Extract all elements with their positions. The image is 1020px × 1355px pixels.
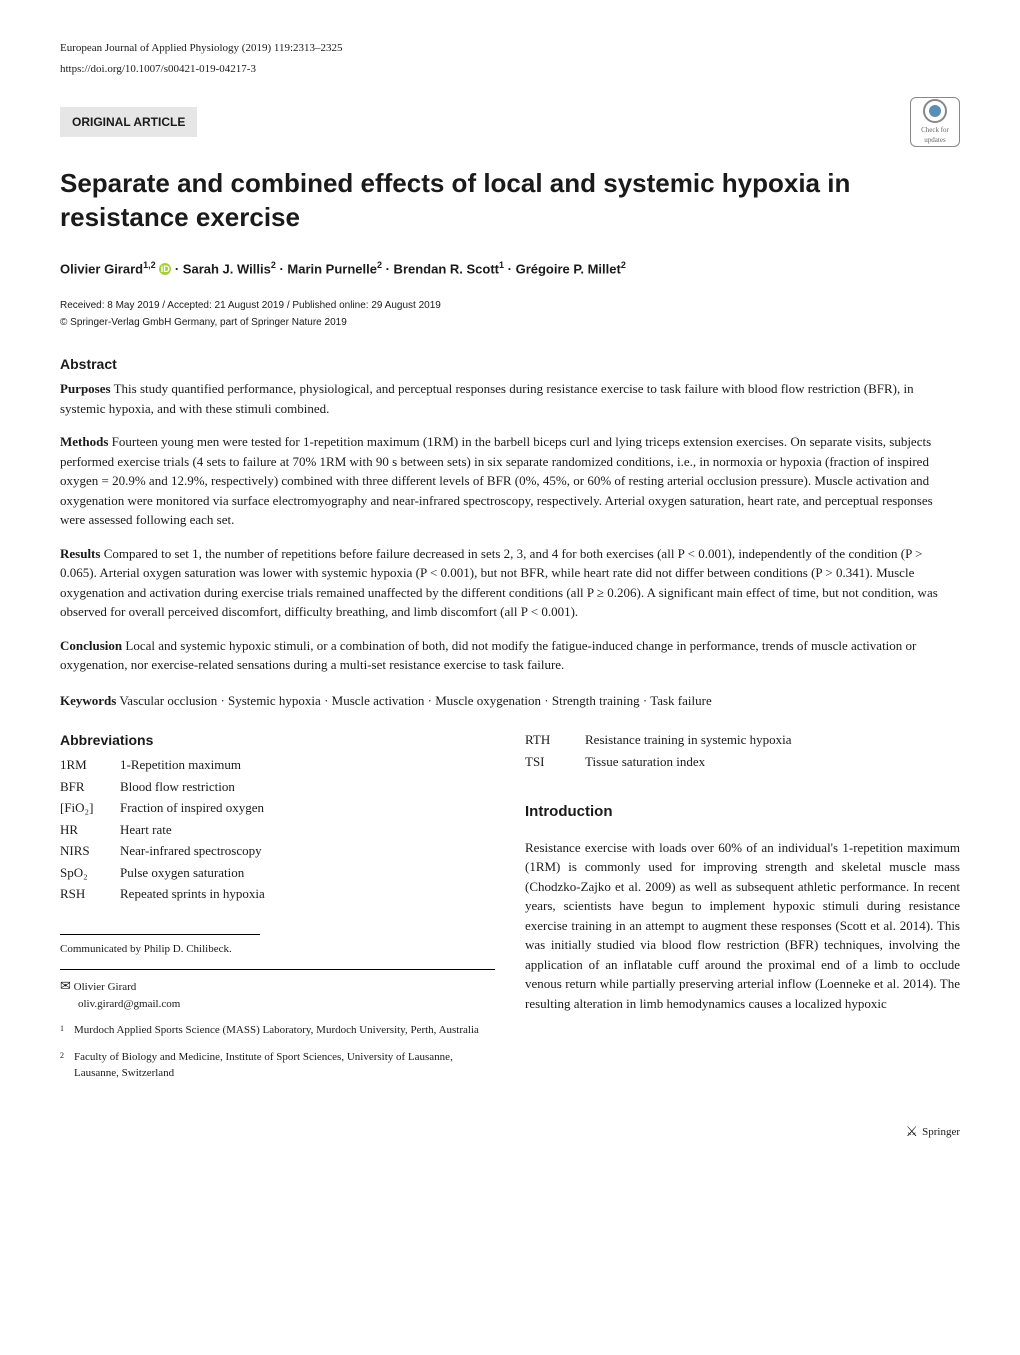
purposes-text: This study quantified performance, physi…: [60, 381, 914, 416]
abbreviation-key: BFR: [60, 777, 120, 797]
abstract-methods: Methods Fourteen young men were tested f…: [60, 432, 960, 530]
correspondence-email: oliv.girard@gmail.com: [78, 996, 495, 1013]
check-updates-icon: [923, 99, 947, 123]
conclusion-text: Local and systemic hypoxic stimuli, or a…: [60, 638, 916, 673]
keywords-label: Keywords: [60, 693, 116, 708]
abbreviation-value: Repeated sprints in hypoxia: [120, 884, 495, 904]
communicated-by: Communicated by Philip D. Chilibeck.: [60, 934, 260, 958]
keywords-text: Vascular occlusion · Systemic hypoxia · …: [116, 693, 711, 708]
results-text: Compared to set 1, the number of repetit…: [60, 546, 938, 620]
envelope-icon: ✉: [60, 978, 71, 993]
affiliation-row: 1Murdoch Applied Sports Science (MASS) L…: [60, 1022, 495, 1039]
abbreviation-key: [FiO₂]: [60, 798, 120, 818]
abbreviation-key: RTH: [525, 730, 585, 750]
article-title: Separate and combined effects of local a…: [60, 167, 960, 235]
right-column: RTHResistance training in systemic hypox…: [525, 730, 960, 1082]
check-updates-badge[interactable]: Check for updates: [910, 97, 960, 147]
affiliation-number: 1: [60, 1022, 74, 1039]
abbreviations-heading: Abbreviations: [60, 730, 495, 751]
introduction-heading: Introduction: [525, 801, 960, 824]
springer-icon: ⚔: [906, 1122, 919, 1143]
header-row: European Journal of Applied Physiology (…: [60, 40, 960, 57]
affiliation-row: 2Faculty of Biology and Medicine, Instit…: [60, 1049, 495, 1082]
abbreviation-row: SpO₂Pulse oxygen saturation: [60, 863, 495, 883]
abbreviation-key: 1RM: [60, 755, 120, 775]
correspondence-block: ✉ Olivier Girard oliv.girard@gmail.com: [60, 969, 495, 1012]
purposes-label: Purposes: [60, 381, 111, 396]
article-dates: Received: 8 May 2019 / Accepted: 21 Augu…: [60, 298, 960, 313]
introduction-text: Resistance exercise with loads over 60% …: [525, 838, 960, 1014]
abbreviation-key: NIRS: [60, 841, 120, 861]
article-type-badge: ORIGINAL ARTICLE: [60, 107, 197, 137]
abbreviation-value: Resistance training in systemic hypoxia: [585, 730, 960, 750]
abbreviation-value: Blood flow restriction: [120, 777, 495, 797]
check-updates-label: Check for updates: [911, 125, 959, 146]
abbreviation-key: RSH: [60, 884, 120, 904]
abbreviation-value: Fraction of inspired oxygen: [120, 798, 495, 818]
abbreviation-key: TSI: [525, 752, 585, 772]
abbreviation-row: TSITissue saturation index: [525, 752, 960, 772]
doi-link: https://doi.org/10.1007/s00421-019-04217…: [60, 61, 960, 78]
abbreviation-row: RSHRepeated sprints in hypoxia: [60, 884, 495, 904]
authors-list: Olivier Girard1,2 iD · Sarah J. Willis2 …: [60, 259, 960, 279]
abbreviation-row: [FiO₂]Fraction of inspired oxygen: [60, 798, 495, 818]
abbreviations-list-right: RTHResistance training in systemic hypox…: [525, 730, 960, 771]
abbreviation-row: NIRSNear-infrared spectroscopy: [60, 841, 495, 861]
journal-citation: European Journal of Applied Physiology (…: [60, 40, 343, 57]
abbreviation-value: 1-Repetition maximum: [120, 755, 495, 775]
abbreviation-value: Tissue saturation index: [585, 752, 960, 772]
abbreviation-row: BFRBlood flow restriction: [60, 777, 495, 797]
abbreviation-row: 1RM1-Repetition maximum: [60, 755, 495, 775]
abstract-conclusion: Conclusion Local and systemic hypoxic st…: [60, 636, 960, 675]
results-label: Results: [60, 546, 100, 561]
methods-label: Methods: [60, 434, 108, 449]
methods-text: Fourteen young men were tested for 1-rep…: [60, 434, 933, 527]
two-column-layout: Abbreviations 1RM1-Repetition maximumBFR…: [60, 730, 960, 1082]
abbreviation-row: RTHResistance training in systemic hypox…: [525, 730, 960, 750]
affiliation-text: Faculty of Biology and Medicine, Institu…: [74, 1049, 495, 1082]
affiliations-list: 1Murdoch Applied Sports Science (MASS) L…: [60, 1022, 495, 1082]
affiliation-number: 2: [60, 1049, 74, 1082]
left-column: Abbreviations 1RM1-Repetition maximumBFR…: [60, 730, 495, 1082]
abstract-results: Results Compared to set 1, the number of…: [60, 544, 960, 622]
footer: ⚔ Springer: [60, 1122, 960, 1143]
conclusion-label: Conclusion: [60, 638, 122, 653]
affiliation-text: Murdoch Applied Sports Science (MASS) La…: [74, 1022, 479, 1039]
publisher-name: Springer: [922, 1124, 960, 1141]
abbreviation-value: Pulse oxygen saturation: [120, 863, 495, 883]
keywords: Keywords Vascular occlusion · Systemic h…: [60, 691, 960, 711]
abbreviation-key: HR: [60, 820, 120, 840]
abbreviation-value: Near-infrared spectroscopy: [120, 841, 495, 861]
copyright: © Springer-Verlag GmbH Germany, part of …: [60, 315, 960, 330]
abbreviations-list-left: 1RM1-Repetition maximumBFRBlood flow res…: [60, 755, 495, 904]
article-type-container: ORIGINAL ARTICLE Check for updates: [60, 97, 960, 147]
abbreviation-value: Heart rate: [120, 820, 495, 840]
abbreviation-row: HRHeart rate: [60, 820, 495, 840]
abbreviation-key: SpO₂: [60, 863, 120, 883]
correspondence-name: ✉ Olivier Girard: [60, 976, 495, 996]
abstract-heading: Abstract: [60, 354, 960, 375]
abstract-purposes: Purposes This study quantified performan…: [60, 379, 960, 418]
